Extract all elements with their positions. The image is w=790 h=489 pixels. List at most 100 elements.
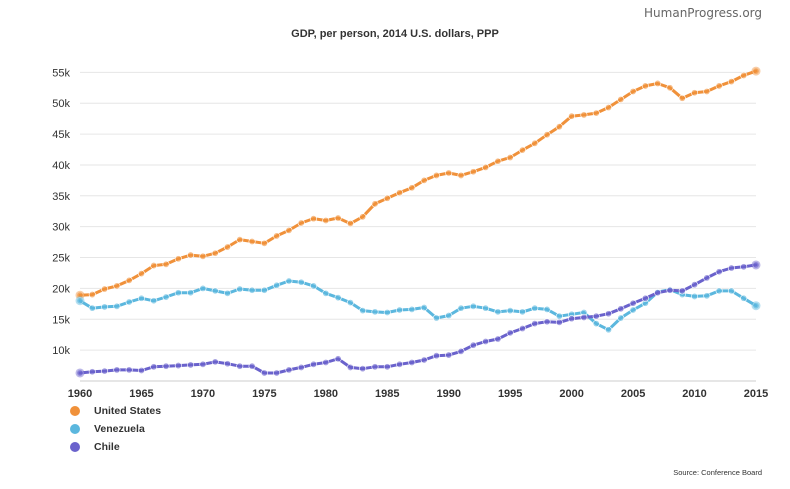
data-point[interactable] [396,306,404,314]
data-point[interactable] [137,367,145,375]
data-point[interactable] [236,285,244,293]
data-point[interactable] [285,226,293,234]
data-point[interactable] [691,281,699,289]
data-point[interactable] [506,307,514,315]
data-point[interactable] [420,356,428,364]
data-point[interactable] [531,139,539,147]
data-point[interactable] [101,303,109,311]
data-point[interactable] [346,299,354,307]
data-point[interactable] [88,291,96,299]
data-point[interactable] [248,286,256,294]
data-point[interactable] [211,249,219,257]
data-point[interactable] [629,299,637,307]
data-point[interactable] [359,365,367,373]
data-point[interactable] [457,304,465,312]
data-point[interactable] [445,169,453,177]
data-point[interactable] [555,312,563,320]
end-point[interactable] [75,368,85,378]
data-point[interactable] [432,171,440,179]
data-point[interactable] [101,285,109,293]
data-point[interactable] [740,71,748,79]
data-point[interactable] [150,363,158,371]
data-point[interactable] [273,369,281,377]
data-point[interactable] [518,146,526,154]
data-point[interactable] [125,366,133,374]
data-point[interactable] [752,302,760,310]
data-point[interactable] [605,310,613,318]
data-point[interactable] [457,347,465,355]
data-point[interactable] [371,308,379,316]
data-point[interactable] [568,315,576,323]
data-point[interactable] [691,292,699,300]
data-point[interactable] [408,305,416,313]
data-point[interactable] [371,200,379,208]
data-point[interactable] [408,184,416,192]
data-point[interactable] [88,368,96,376]
data-point[interactable] [88,304,96,312]
end-point[interactable] [751,260,761,270]
data-point[interactable] [482,163,490,171]
data-point[interactable] [518,325,526,333]
data-point[interactable] [457,171,465,179]
data-point[interactable] [629,87,637,95]
data-point[interactable] [137,270,145,278]
data-point[interactable] [482,337,490,345]
data-point[interactable] [592,320,600,328]
data-point[interactable] [715,82,723,90]
data-point[interactable] [260,286,268,294]
legend-item[interactable]: Chile [70,438,161,456]
data-point[interactable] [691,89,699,97]
data-point[interactable] [211,287,219,295]
data-point[interactable] [187,289,195,297]
data-point[interactable] [592,109,600,117]
data-point[interactable] [76,369,84,377]
data-point[interactable] [666,84,674,92]
data-point[interactable] [617,96,625,104]
data-point[interactable] [260,239,268,247]
data-point[interactable] [236,236,244,244]
data-point[interactable] [494,308,502,316]
data-point[interactable] [359,213,367,221]
data-point[interactable] [113,302,121,310]
data-point[interactable] [752,261,760,269]
data-point[interactable] [543,305,551,313]
data-point[interactable] [359,307,367,315]
data-point[interactable] [740,294,748,302]
data-point[interactable] [617,314,625,322]
data-point[interactable] [383,308,391,316]
data-point[interactable] [469,341,477,349]
data-point[interactable] [617,305,625,313]
data-point[interactable] [531,320,539,328]
data-point[interactable] [125,298,133,306]
data-point[interactable] [605,104,613,112]
data-point[interactable] [113,366,121,374]
data-point[interactable] [703,274,711,282]
data-point[interactable] [641,294,649,302]
legend-item[interactable]: Venezuela [70,420,161,438]
data-point[interactable] [223,360,231,368]
data-point[interactable] [494,157,502,165]
data-point[interactable] [162,260,170,268]
data-point[interactable] [383,363,391,371]
data-point[interactable] [310,282,318,290]
data-point[interactable] [125,276,133,284]
data-point[interactable] [506,154,514,162]
data-point[interactable] [469,168,477,176]
data-point[interactable] [518,308,526,316]
data-point[interactable] [371,363,379,371]
data-point[interactable] [174,362,182,370]
data-point[interactable] [715,287,723,295]
data-point[interactable] [469,302,477,310]
data-point[interactable] [162,293,170,301]
data-point[interactable] [223,289,231,297]
data-point[interactable] [654,289,662,297]
data-point[interactable] [297,219,305,227]
data-point[interactable] [432,314,440,322]
data-point[interactable] [445,351,453,359]
data-point[interactable] [555,123,563,131]
data-point[interactable] [432,352,440,360]
data-point[interactable] [285,366,293,374]
data-point[interactable] [727,78,735,86]
data-point[interactable] [740,263,748,271]
data-point[interactable] [346,363,354,371]
